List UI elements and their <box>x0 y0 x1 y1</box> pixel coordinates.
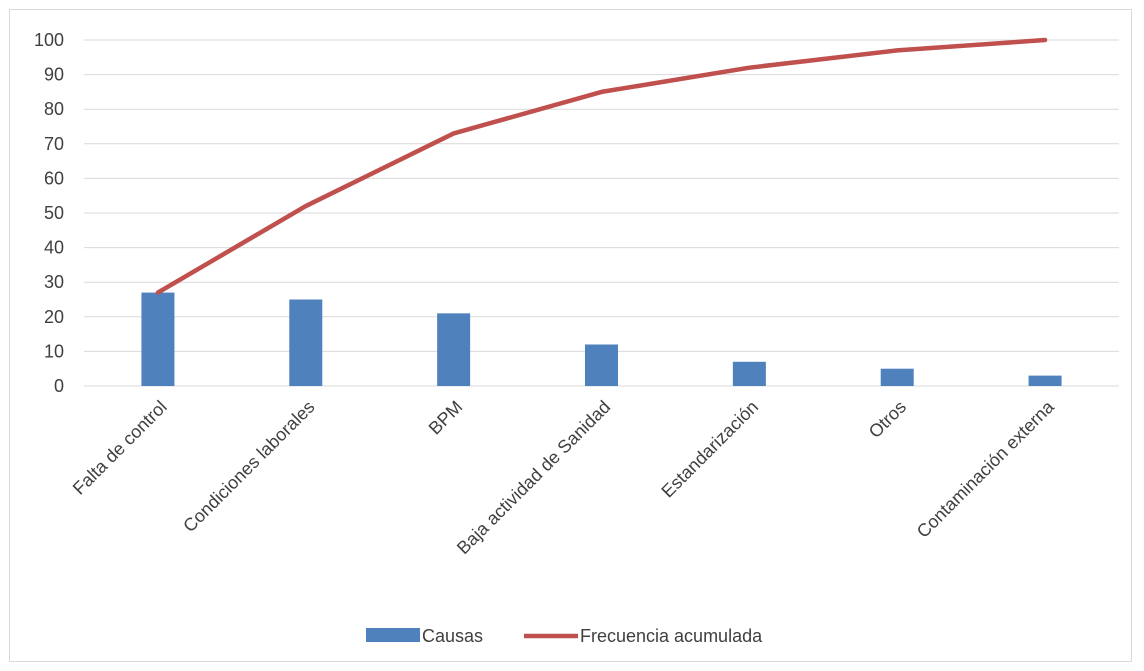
y-tick-label: 100 <box>34 30 64 50</box>
chart-frame <box>9 9 1132 662</box>
x-axis-ticks: Falta de control Condiciones laborales BPM… <box>69 396 1059 558</box>
y-tick-label: 60 <box>44 168 64 188</box>
legend: Causas Frecuencia acumulada <box>366 626 763 646</box>
y-tick-label: 0 <box>54 376 64 396</box>
bar <box>289 299 323 386</box>
bar <box>1028 375 1062 386</box>
y-tick-label: 20 <box>44 307 64 327</box>
y-tick-label: 90 <box>44 65 64 85</box>
y-axis-ticks: 0 10 20 30 40 50 60 70 80 90 100 <box>34 30 64 396</box>
x-tick-label: Falta de control <box>69 397 171 499</box>
bar <box>437 313 471 386</box>
bar <box>732 361 766 386</box>
x-tick-label: Baja actividad de Sanidad <box>453 397 614 558</box>
legend-swatch-bar <box>366 628 420 642</box>
y-tick-label: 50 <box>44 203 64 223</box>
gridlines <box>84 39 1119 387</box>
bar <box>880 368 914 386</box>
x-tick-label: Contaminación externa <box>913 396 1059 542</box>
legend-label-bar: Causas <box>422 626 483 646</box>
cumulative-line <box>155 37 1048 295</box>
x-tick-label: Condiciones laborales <box>179 397 318 536</box>
legend-label-line: Frecuencia acumulada <box>580 626 763 646</box>
y-tick-label: 10 <box>44 341 64 361</box>
y-tick-label: 30 <box>44 272 64 292</box>
y-tick-label: 40 <box>44 238 64 258</box>
bar <box>141 292 175 386</box>
x-tick-label: Otros <box>865 397 910 442</box>
y-tick-label: 80 <box>44 99 64 119</box>
line-series <box>155 37 1048 295</box>
bar-series <box>141 292 1062 386</box>
x-tick-label: BPM <box>425 397 467 439</box>
x-tick-label: Estandarización <box>657 397 762 502</box>
bar <box>585 344 618 386</box>
y-tick-label: 70 <box>44 134 64 154</box>
